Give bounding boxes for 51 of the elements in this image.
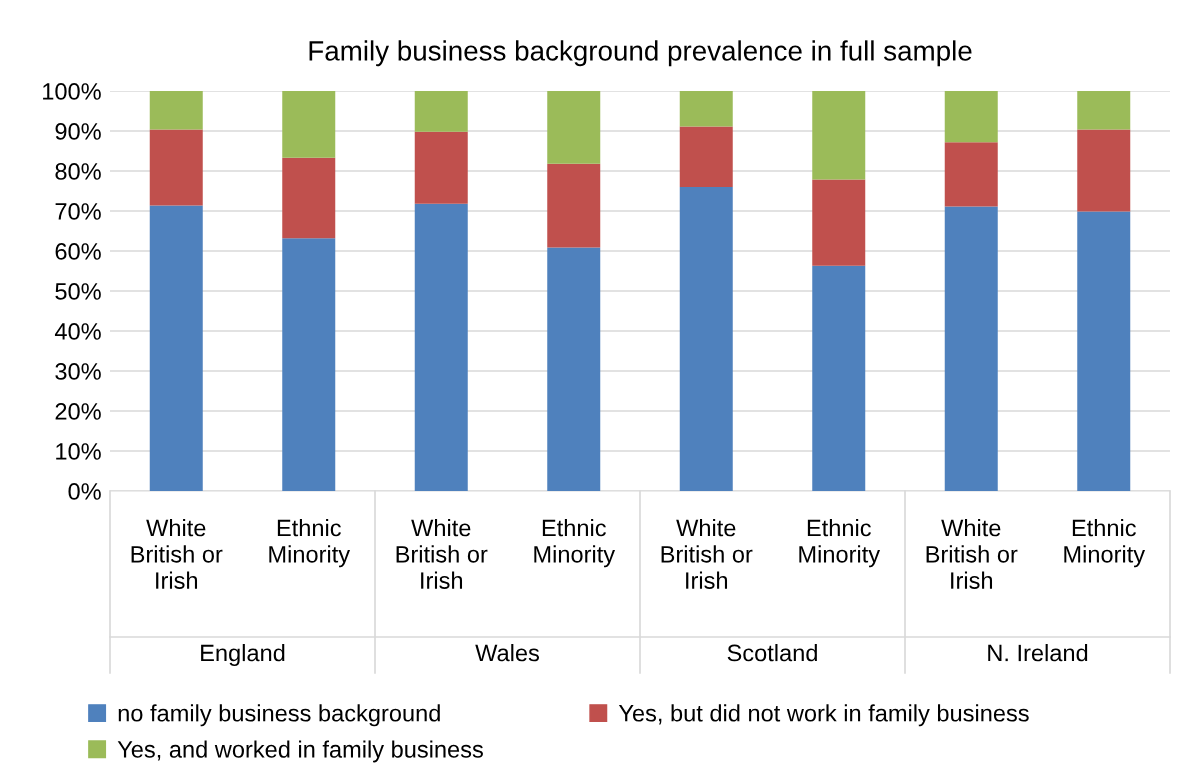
y-tick-label: 10% [56, 443, 101, 460]
bar [944, 206, 998, 491]
bar [679, 91, 733, 127]
x-tick-label: White British or Irish [661, 519, 753, 589]
chart-title: Family business background prevalence in full sample [309, 40, 972, 67]
legend-label: no family business background [118, 704, 440, 727]
legend-label: Yes, but did not work in family business [618, 704, 1029, 727]
legend-label: Yes, and worked in family business [117, 740, 483, 763]
bar [812, 91, 866, 180]
y-tick-label: 50% [55, 283, 101, 300]
y-tick-label: 90% [55, 123, 101, 140]
bar [1077, 91, 1131, 130]
x-tick-label: White British or Irish [131, 519, 223, 589]
bar [282, 157, 336, 239]
x-tick-label: Ethnic Minority [534, 519, 616, 568]
y-tick-label: 20% [55, 403, 101, 420]
x-tick-label: Ethnic Minority [269, 519, 351, 568]
bar [414, 91, 468, 132]
bar [149, 205, 203, 491]
bar [944, 142, 998, 207]
text: England [201, 643, 285, 666]
bar [679, 187, 733, 491]
y-tick-label: 60% [55, 243, 101, 260]
bar [547, 247, 601, 491]
bar [414, 131, 468, 204]
bar [547, 91, 601, 164]
text: N. Ireland [988, 643, 1088, 662]
x-tick-label: White British or Irish [396, 519, 488, 589]
bar [282, 238, 336, 491]
bar [149, 91, 203, 130]
y-tick-label: 0% [68, 483, 101, 500]
bar [1077, 129, 1131, 212]
bar [547, 163, 601, 248]
text: Scotland [727, 643, 817, 662]
bar [812, 265, 866, 491]
bar [679, 126, 733, 187]
y-tick-label: 40% [54, 323, 101, 340]
y-tick-label: 30% [55, 363, 101, 380]
bar [414, 203, 468, 491]
text: Wales [475, 643, 540, 662]
x-tick-label: White British or Irish [926, 519, 1018, 589]
bar [812, 179, 866, 266]
bar [149, 129, 203, 206]
y-tick-label: 70% [55, 203, 101, 220]
y-tick-label: 80% [55, 163, 101, 180]
bar [944, 91, 998, 143]
bar [1077, 211, 1131, 491]
x-tick-label: Ethnic Minority [799, 519, 881, 568]
x-tick-label: Ethnic Minority [1064, 519, 1146, 568]
y-tick-label: 100% [43, 83, 101, 100]
bar [282, 91, 336, 158]
